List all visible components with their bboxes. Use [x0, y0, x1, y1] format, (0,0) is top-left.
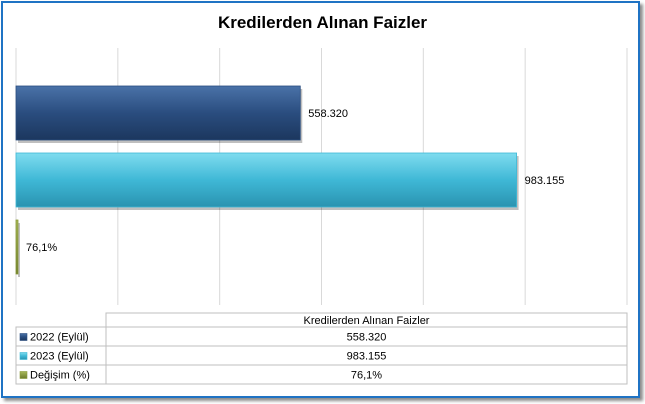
legend-key	[19, 333, 28, 341]
data-table: Kredilerden Alınan Faizler 2022 (Eylül) 55…	[15, 312, 628, 385]
data-labels: 558.320 983.155 76,1%	[26, 108, 564, 254]
legend-key	[19, 371, 28, 379]
chart-title: Kredilerden Alınan Faizler	[217, 13, 428, 32]
bars	[15, 85, 519, 277]
data-label: 983.155	[525, 175, 565, 187]
table-cell	[105, 364, 628, 385]
bar	[15, 152, 517, 208]
table-row-value: 76,1%	[351, 370, 382, 382]
table-row-name: 2022 (Eylül)	[30, 332, 89, 344]
table-row-name: Değişim (%)	[30, 370, 90, 382]
data-label: 76,1%	[26, 242, 57, 254]
bar	[15, 85, 301, 141]
bar	[15, 219, 19, 275]
bar-shadow	[18, 223, 20, 277]
table-header: Kredilerden Alınan Faizler	[304, 315, 430, 327]
data-label: 558.320	[308, 108, 348, 120]
table-row-value: 558.320	[347, 332, 387, 344]
table-row-value: 983.155	[347, 351, 387, 363]
legend-key	[19, 352, 28, 360]
table-row-name: 2023 (Eylül)	[30, 351, 89, 363]
